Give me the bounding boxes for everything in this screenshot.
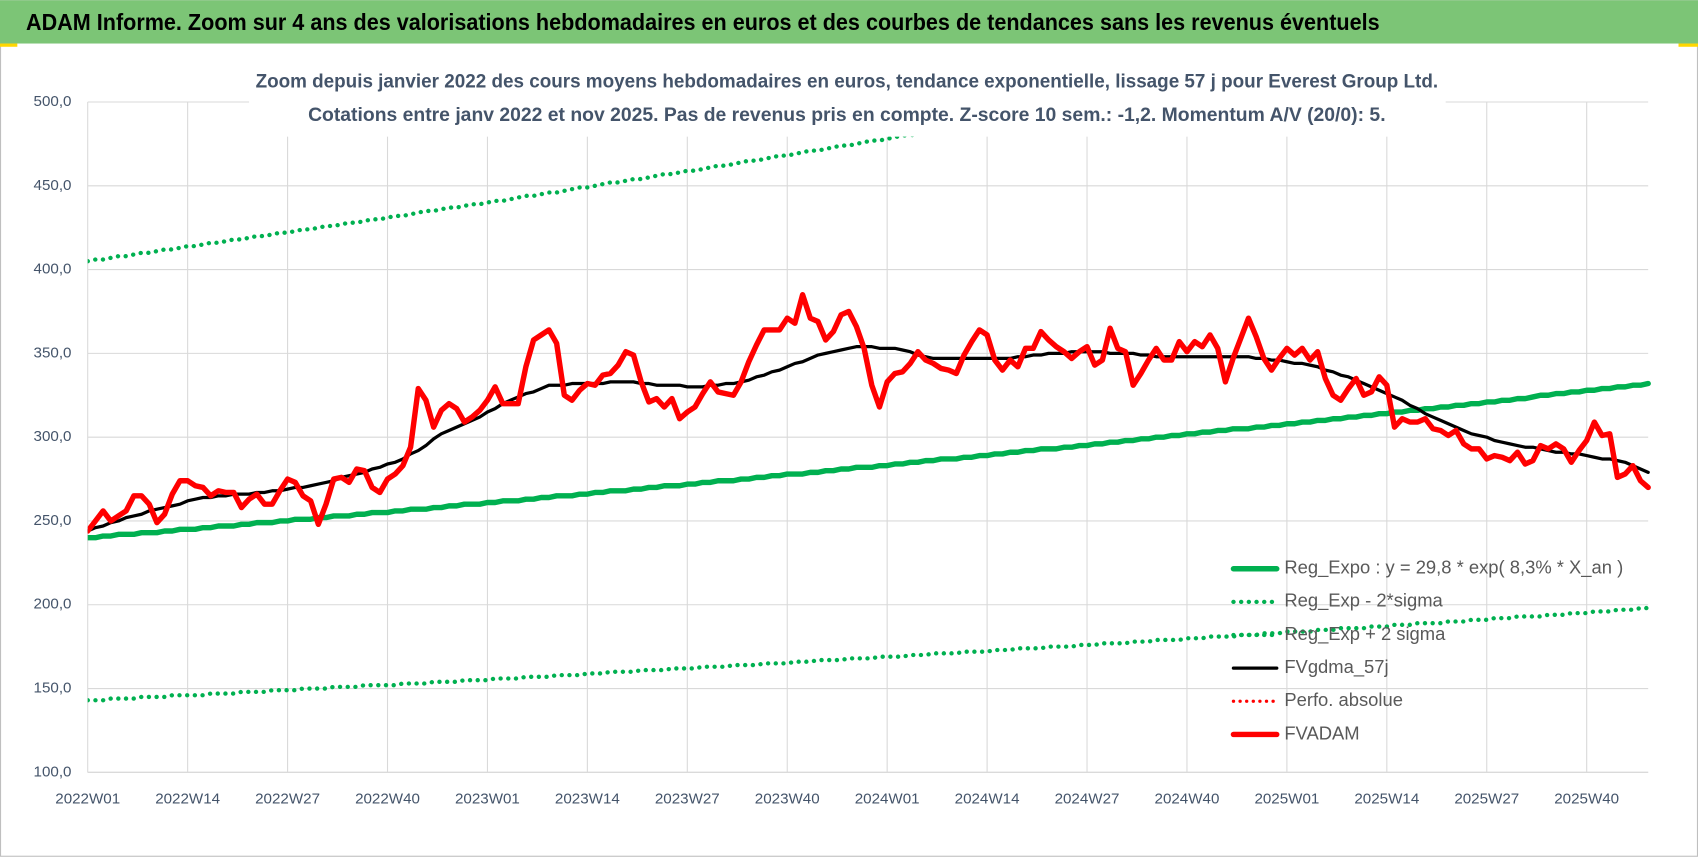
corner-accent <box>1678 43 1698 47</box>
header-band <box>0 0 1698 44</box>
y-tick-label: 150,0 <box>34 680 72 697</box>
y-tick-label: 200,0 <box>34 596 72 613</box>
y-tick-label: 400,0 <box>34 261 72 278</box>
y-tick-label: 350,0 <box>34 344 72 361</box>
series-line <box>87 380 1651 541</box>
x-tick-label: 2024W14 <box>955 790 1020 807</box>
plot-area: 100,0 150,0 200,0 250,0 300,0 350,0 400,0 450,0… <box>34 93 1651 807</box>
y-tick-label: 250,0 <box>34 512 72 529</box>
series-line <box>87 99 1131 264</box>
legend-label: FVADAM <box>1284 722 1359 743</box>
x-tick-label: 2024W01 <box>855 790 920 807</box>
x-tick-label: 2025W01 <box>1254 790 1319 807</box>
legend-label: FVgdma_57j <box>1284 656 1388 678</box>
subtitle-line: Cotations entre janv 2022 et nov 2025. P… <box>308 104 1385 126</box>
x-tick-label: 2023W40 <box>755 790 820 807</box>
x-tick-label: 2022W14 <box>155 790 220 807</box>
legend-label: Reg_Exp + 2 sigma <box>1284 623 1446 645</box>
y-tick-label: 100,0 <box>34 763 72 780</box>
legend-label: Reg_Expo : y = 29,8 * exp( 8,3% * X_an ) <box>1284 557 1623 579</box>
x-tick-label: 2022W01 <box>55 790 120 807</box>
y-tick-label: 500,0 <box>34 93 72 110</box>
x-tick-label: 2025W14 <box>1354 790 1419 807</box>
x-tick-label: 2022W40 <box>355 790 420 807</box>
x-tick-label: 2023W01 <box>455 790 520 807</box>
y-tick-label: 300,0 <box>34 428 72 445</box>
x-tick-label: 2023W14 <box>555 790 620 807</box>
x-tick-label: 2025W40 <box>1554 790 1619 807</box>
legend-label: Reg_Exp - 2*sigma <box>1284 590 1443 612</box>
legend-label: Perfo. absolue <box>1284 689 1403 710</box>
x-tick-label: 2025W27 <box>1454 790 1519 807</box>
legend: Reg_Expo : y = 29,8 * exp( 8,3% * X_an )… <box>1230 557 1623 743</box>
x-tick-label: 2024W27 <box>1055 790 1120 807</box>
x-tick-label: 2023W27 <box>655 790 720 807</box>
page-title: ADAM Informe. Zoom sur 4 ans des valoris… <box>26 9 1380 35</box>
x-tick-label: 2024W40 <box>1155 790 1220 807</box>
subtitle-line: Zoom depuis janvier 2022 des cours moyen… <box>256 71 1439 93</box>
series-line <box>87 292 1651 534</box>
x-tick-label: 2022W27 <box>255 790 320 807</box>
series-layer <box>87 99 1651 703</box>
corner-accent <box>0 43 18 47</box>
series-line <box>87 605 1651 703</box>
y-tick-label: 450,0 <box>34 177 72 194</box>
subtitle-box <box>249 65 1446 137</box>
